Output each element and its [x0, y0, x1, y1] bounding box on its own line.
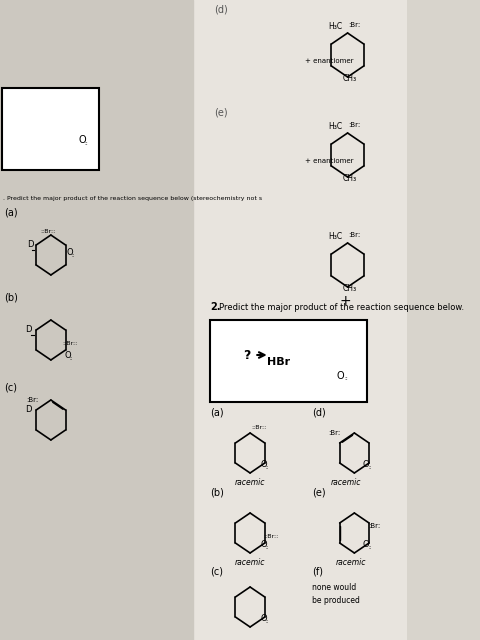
Text: (d): (d) — [312, 407, 326, 417]
Text: Predict the major product of the reaction sequence below.: Predict the major product of the reactio… — [219, 303, 464, 312]
Text: . Predict the major product of the reaction sequence below (stereochemistry not : . Predict the major product of the react… — [2, 196, 262, 201]
Text: ?: ? — [243, 349, 251, 362]
Text: ::: :: — [345, 376, 348, 381]
Text: H₃C: H₃C — [329, 122, 343, 131]
Text: +: + — [339, 294, 351, 308]
Text: O: O — [363, 460, 370, 469]
Text: :Br:: :Br: — [348, 122, 360, 128]
Text: CH₃: CH₃ — [342, 284, 356, 293]
Text: O: O — [66, 248, 73, 257]
Text: none would: none would — [312, 583, 356, 592]
Text: ::: :: — [265, 465, 269, 470]
Text: ::Br::: ::Br:: — [251, 425, 266, 430]
Text: :Br:: :Br: — [348, 22, 360, 28]
Text: 2.: 2. — [210, 302, 221, 312]
Text: + enantiomer: + enantiomer — [305, 58, 354, 64]
Text: :Br:: :Br: — [26, 397, 38, 403]
Text: :Br:: :Br: — [369, 523, 381, 529]
Bar — [2, 88, 99, 170]
Text: D: D — [25, 405, 32, 414]
Text: O: O — [260, 614, 267, 623]
Text: ::: :: — [368, 545, 371, 550]
Text: (b): (b) — [210, 487, 224, 497]
Text: O: O — [64, 351, 71, 360]
Text: (a): (a) — [4, 207, 18, 217]
Text: CH₃: CH₃ — [342, 174, 356, 183]
Text: O: O — [78, 135, 86, 145]
Text: (b): (b) — [4, 292, 18, 302]
Text: H₃C: H₃C — [329, 232, 343, 241]
Text: ::: :: — [265, 545, 269, 550]
Text: O: O — [260, 460, 267, 469]
Bar — [0, 0, 193, 640]
Text: (d): (d) — [215, 4, 228, 14]
Text: ::: :: — [84, 141, 88, 146]
Text: (f): (f) — [312, 567, 323, 577]
Text: ::: :: — [368, 465, 371, 470]
Text: ::: :: — [70, 356, 73, 361]
Text: (c): (c) — [210, 567, 223, 577]
Text: H₃C: H₃C — [329, 22, 343, 31]
Text: HBr: HBr — [266, 357, 289, 367]
Text: racemic: racemic — [235, 478, 265, 487]
Text: O: O — [363, 540, 370, 549]
Text: D: D — [27, 240, 34, 249]
Text: O: O — [260, 540, 267, 549]
Text: ::Br::: ::Br:: — [263, 534, 278, 539]
Text: (e): (e) — [312, 487, 325, 497]
Text: be produced: be produced — [312, 596, 360, 605]
Text: ::: :: — [72, 253, 74, 258]
Text: + enantiomer: + enantiomer — [305, 158, 354, 164]
Text: ::Br::: ::Br:: — [40, 229, 55, 234]
Text: ::: :: — [265, 619, 269, 624]
Text: (e): (e) — [215, 107, 228, 117]
Bar — [210, 320, 367, 402]
Text: D: D — [25, 325, 32, 334]
Text: O: O — [336, 371, 344, 381]
Text: :Br:: :Br: — [328, 430, 340, 436]
Text: (a): (a) — [210, 407, 224, 417]
Text: racemic: racemic — [331, 478, 361, 487]
Text: (c): (c) — [4, 382, 17, 392]
Text: CH₃: CH₃ — [342, 74, 356, 83]
Text: racemic: racemic — [336, 558, 366, 567]
Text: ::Br::: ::Br:: — [62, 341, 77, 346]
Text: racemic: racemic — [235, 558, 265, 567]
Text: :Br:: :Br: — [348, 232, 360, 238]
